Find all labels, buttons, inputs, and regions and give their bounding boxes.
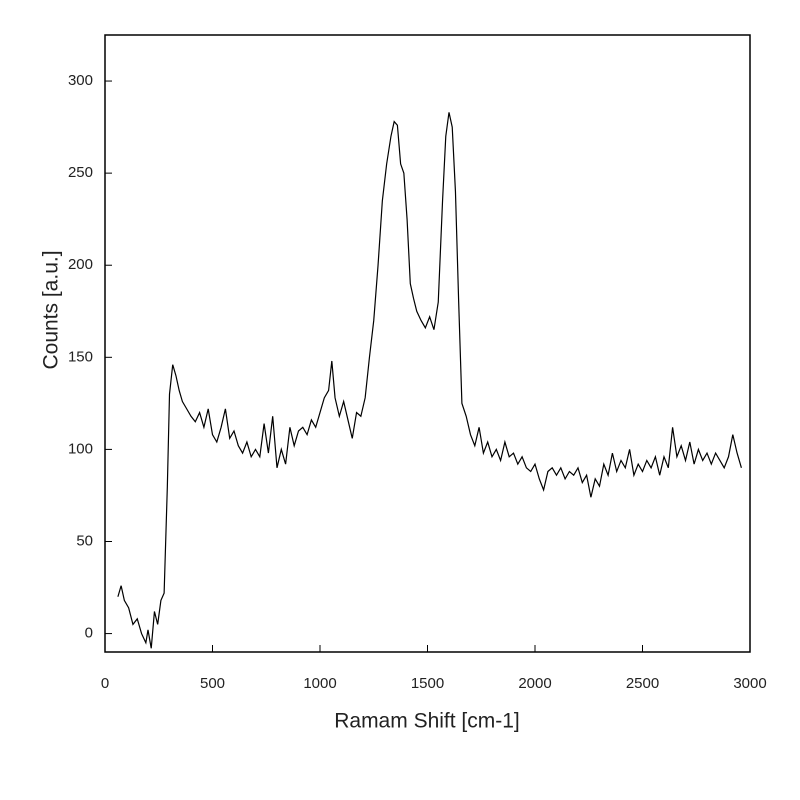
- x-tick-label: 1000: [303, 675, 336, 692]
- x-tick-label: 500: [200, 675, 225, 692]
- plot-frame: [104, 34, 751, 653]
- y-tick-label: 150: [68, 348, 93, 365]
- y-tick-label: 0: [85, 625, 93, 642]
- y-tick-label: 300: [68, 72, 93, 89]
- y-tick-label: 250: [68, 164, 93, 181]
- x-tick-label: 2500: [626, 675, 659, 692]
- y-tick-label: 50: [76, 532, 93, 549]
- spectrum-line: [117, 112, 742, 649]
- x-axis-label: Ramam Shift [cm-1]: [334, 710, 520, 733]
- x-tick-label: 0: [101, 675, 109, 692]
- x-tick-label: 3000: [733, 675, 766, 692]
- x-tick-label: 2000: [518, 675, 551, 692]
- x-tick-label: 1500: [411, 675, 444, 692]
- y-axis-label: Counts [a.u.]: [40, 250, 63, 369]
- y-tick-label: 100: [68, 440, 93, 457]
- y-tick-label: 200: [68, 256, 93, 273]
